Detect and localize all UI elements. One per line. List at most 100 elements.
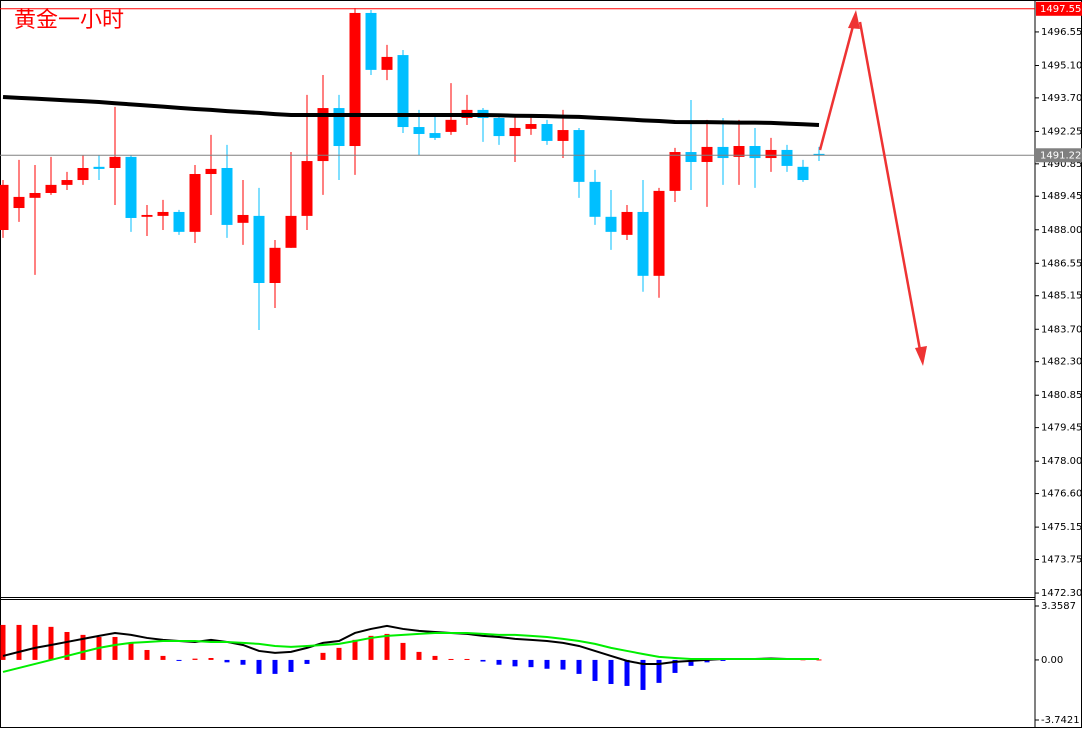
histogram-bar <box>128 642 134 660</box>
histogram-bar <box>224 659 230 663</box>
histogram-bar <box>720 659 726 661</box>
candle-body <box>0 184 9 231</box>
y-tick-label: 1475.15 <box>1041 522 1082 533</box>
y-tick-label: 0.00 <box>1041 655 1063 666</box>
candle-body <box>157 211 169 216</box>
candle-body <box>93 166 105 169</box>
candle-body <box>669 152 681 191</box>
candle-body <box>701 146 713 162</box>
y-tick-label: -3.7421 <box>1041 715 1080 726</box>
candle-body <box>541 124 553 141</box>
candle-body <box>333 108 345 147</box>
histogram-bar <box>496 659 502 665</box>
candle-body <box>269 247 281 283</box>
histogram-bar <box>448 658 454 660</box>
candle-body <box>493 118 505 137</box>
histogram-bar <box>176 659 182 661</box>
histogram-bar <box>320 652 326 660</box>
histogram-bar <box>0 624 6 660</box>
histogram-bar <box>688 659 694 666</box>
y-tick-label: 1490.85 <box>1041 159 1082 170</box>
candle-body <box>733 146 745 157</box>
y-tick-label: 1493.70 <box>1041 93 1082 104</box>
histogram-bar <box>352 639 358 660</box>
y-tick-label: 1478.00 <box>1041 456 1082 467</box>
candle-body <box>301 161 313 216</box>
price-label-bg <box>1036 148 1082 163</box>
candle-body <box>749 146 761 159</box>
candle-body <box>781 149 793 166</box>
candle-body <box>397 55 409 128</box>
y-tick-label: 1473.75 <box>1041 555 1082 566</box>
arrow-down <box>858 21 922 351</box>
histogram-bar <box>240 659 246 665</box>
histogram-bar <box>192 658 198 660</box>
candle-body <box>29 192 41 198</box>
price-label: 1491.22 <box>1040 150 1081 161</box>
candle-body <box>445 119 457 132</box>
histogram-bar <box>432 655 438 660</box>
histogram-bar <box>608 659 614 685</box>
arrow-up <box>818 25 855 151</box>
histogram-bar <box>480 659 486 662</box>
candle-body <box>685 152 697 162</box>
price-label-bg <box>1036 1 1082 16</box>
histogram-bar <box>272 659 278 674</box>
arrow-head <box>848 10 860 29</box>
histogram-bar <box>32 624 38 660</box>
histogram-bar <box>64 631 70 660</box>
histogram-bar <box>16 624 22 660</box>
price-label: 1497.55 <box>1040 4 1081 15</box>
histogram-bar <box>416 651 422 660</box>
y-tick-label: 1496.55 <box>1041 27 1082 38</box>
histogram-bar <box>400 642 406 660</box>
y-tick-label: 1482.30 <box>1041 357 1082 368</box>
candle-body <box>813 153 825 156</box>
y-tick-label: 1479.45 <box>1041 423 1082 434</box>
forecast-arrows <box>818 10 927 366</box>
candle-body <box>413 127 425 134</box>
histogram-bar <box>288 659 294 672</box>
histogram-bar <box>528 659 534 668</box>
line <box>2 624 819 665</box>
candle-body <box>189 174 201 232</box>
histogram-bar <box>592 659 598 681</box>
candle-body <box>205 168 217 175</box>
histogram-bar <box>304 659 310 664</box>
histogram-bar <box>672 659 678 673</box>
candle-body <box>317 108 329 162</box>
y-tick-label: 1472.30 <box>1041 588 1082 599</box>
candle-body <box>221 167 233 225</box>
histogram-bar <box>576 659 582 674</box>
candle-body <box>509 127 521 137</box>
candle-body <box>237 214 249 223</box>
candle-body <box>637 211 649 276</box>
candle-body <box>253 215 265 283</box>
candle-body <box>109 156 121 168</box>
histogram-bar <box>368 635 374 660</box>
histogram-bar <box>560 659 566 670</box>
candle-body <box>349 12 361 147</box>
candle-body <box>285 215 297 248</box>
candle-body <box>45 184 57 193</box>
histogram-bar <box>208 657 214 660</box>
arrow-head <box>915 346 927 366</box>
histogram-bar <box>144 649 150 660</box>
histogram-bar <box>704 659 710 663</box>
candle-body <box>365 12 377 70</box>
y-tick-label: 1476.60 <box>1041 489 1082 500</box>
candle-body <box>589 181 601 217</box>
candle-body <box>557 130 569 141</box>
candle-body <box>621 211 633 235</box>
candle-body <box>13 196 25 209</box>
candle-body <box>141 214 153 217</box>
y-tick-label: 1489.45 <box>1041 191 1082 202</box>
histogram-bar <box>512 659 518 667</box>
y-tick-label: 1480.85 <box>1041 390 1082 401</box>
histogram-bar <box>112 636 118 660</box>
histogram-bar <box>640 659 646 690</box>
